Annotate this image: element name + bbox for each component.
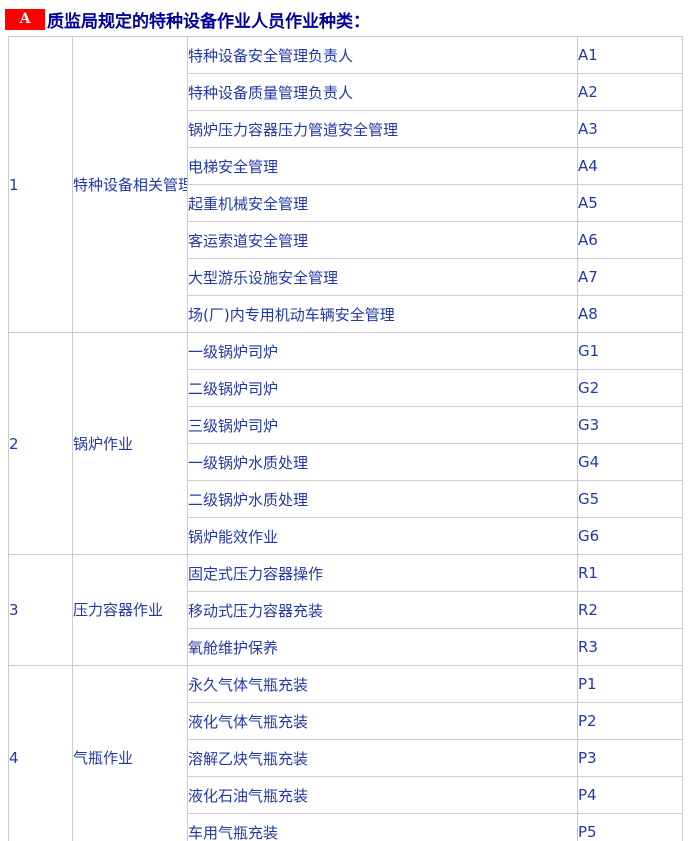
code-cell: R1 xyxy=(577,554,683,592)
table-row: 3 压力容器作业 固定式压力容器操作 R1 xyxy=(8,554,683,666)
table-row: 液化石油气瓶充装 P4 xyxy=(9,776,683,814)
code-cell: P5 xyxy=(577,813,683,841)
code-cell: P4 xyxy=(577,776,683,814)
table-row: 1 特种设备相关管理 特种设备安全管理负责人 A1 xyxy=(8,36,683,333)
group-number-cell: 4 xyxy=(8,665,73,841)
job-cell: 一级锅炉水质处理 xyxy=(187,443,578,481)
code-cell: R3 xyxy=(577,628,683,666)
code-cell: G2 xyxy=(577,369,683,407)
job-cell: 特种设备安全管理负责人 xyxy=(187,36,578,74)
job-cell: 一级锅炉司炉 xyxy=(187,332,578,370)
section-badge: A xyxy=(5,8,45,30)
code-cell: A2 xyxy=(577,73,683,111)
code-cell: A4 xyxy=(577,147,683,185)
group-category-cell: 锅炉作业 xyxy=(72,332,188,555)
job-cell: 起重机械安全管理 xyxy=(187,184,578,222)
table-row: 2 锅炉作业 一级锅炉司炉 G1 xyxy=(8,332,683,555)
code-cell: P3 xyxy=(577,739,683,777)
code-cell: G4 xyxy=(577,443,683,481)
code-cell: A8 xyxy=(577,295,683,333)
code-cell: P1 xyxy=(577,665,683,703)
code-cell: R2 xyxy=(577,591,683,629)
job-cell: 场(厂)内专用机动车辆安全管理 xyxy=(187,295,578,333)
table-row: 二级锅炉水质处理 G5 xyxy=(9,480,683,518)
page-title: 质监局规定的特种设备作业人员作业种类： xyxy=(47,11,370,32)
table-row: 液化气体气瓶充装 P2 xyxy=(9,702,683,740)
table-row: 场(厂)内专用机动车辆安全管理 A8 xyxy=(9,295,683,333)
code-cell: G5 xyxy=(577,480,683,518)
table-row: 大型游乐设施安全管理 A7 xyxy=(9,258,683,296)
job-cell: 液化石油气瓶充装 xyxy=(187,776,578,814)
job-cell: 特种设备质量管理负责人 xyxy=(187,73,578,111)
title-row: A 质监局规定的特种设备作业人员作业种类： xyxy=(0,0,689,33)
table-row: 客运索道安全管理 A6 xyxy=(9,221,683,259)
job-cell: 大型游乐设施安全管理 xyxy=(187,258,578,296)
code-cell: A5 xyxy=(577,184,683,222)
job-cell: 液化气体气瓶充装 xyxy=(187,702,578,740)
jobs-table-body: 1 特种设备相关管理 特种设备安全管理负责人 A1 特种设备质量管理负责人 A2 锅炉压力容… xyxy=(8,36,683,841)
code-cell: A3 xyxy=(577,110,683,148)
table-row: 氧舱维护保养 R3 xyxy=(9,628,683,666)
job-cell: 客运索道安全管理 xyxy=(187,221,578,259)
code-cell: P2 xyxy=(577,702,683,740)
job-cell: 二级锅炉司炉 xyxy=(187,369,578,407)
job-cell: 移动式压力容器充装 xyxy=(187,591,578,629)
table-row: 4 气瓶作业 永久气体气瓶充装 P1 xyxy=(8,665,683,841)
job-cell: 锅炉能效作业 xyxy=(187,517,578,555)
job-cell: 溶解乙炔气瓶充装 xyxy=(187,739,578,777)
job-cell: 二级锅炉水质处理 xyxy=(187,480,578,518)
code-cell: A1 xyxy=(577,36,683,74)
group-number-cell: 2 xyxy=(8,332,73,555)
code-cell: G1 xyxy=(577,332,683,370)
job-cell: 永久气体气瓶充装 xyxy=(187,665,578,703)
code-cell: A7 xyxy=(577,258,683,296)
group-number-cell: 1 xyxy=(8,36,73,333)
job-cell: 三级锅炉司炉 xyxy=(187,406,578,444)
job-cell: 电梯安全管理 xyxy=(187,147,578,185)
group-category-cell: 特种设备相关管理 xyxy=(72,36,188,333)
code-cell: G6 xyxy=(577,517,683,555)
jobs-table: 1 特种设备相关管理 特种设备安全管理负责人 A1 特种设备质量管理负责人 A2 锅炉压力容… xyxy=(8,36,683,841)
group-number-cell: 3 xyxy=(8,554,73,666)
table-row: 电梯安全管理 A4 xyxy=(9,147,683,185)
table-row: 三级锅炉司炉 G3 xyxy=(9,406,683,444)
table-row: 溶解乙炔气瓶充装 P3 xyxy=(9,739,683,777)
table-row: 特种设备质量管理负责人 A2 xyxy=(9,73,683,111)
table-row: 二级锅炉司炉 G2 xyxy=(9,369,683,407)
job-cell: 氧舱维护保养 xyxy=(187,628,578,666)
table-row: 起重机械安全管理 A5 xyxy=(9,184,683,222)
job-cell: 车用气瓶充装 xyxy=(187,813,578,841)
job-cell: 锅炉压力容器压力管道安全管理 xyxy=(187,110,578,148)
code-cell: G3 xyxy=(577,406,683,444)
group-category-cell: 气瓶作业 xyxy=(72,665,188,841)
table-row: 车用气瓶充装 P5 xyxy=(9,813,683,841)
table-row: 移动式压力容器充装 R2 xyxy=(9,591,683,629)
group-category-cell: 压力容器作业 xyxy=(72,554,188,666)
code-cell: A6 xyxy=(577,221,683,259)
table-row: 锅炉压力容器压力管道安全管理 A3 xyxy=(9,110,683,148)
job-cell: 固定式压力容器操作 xyxy=(187,554,578,592)
table-row: 锅炉能效作业 G6 xyxy=(9,517,683,555)
